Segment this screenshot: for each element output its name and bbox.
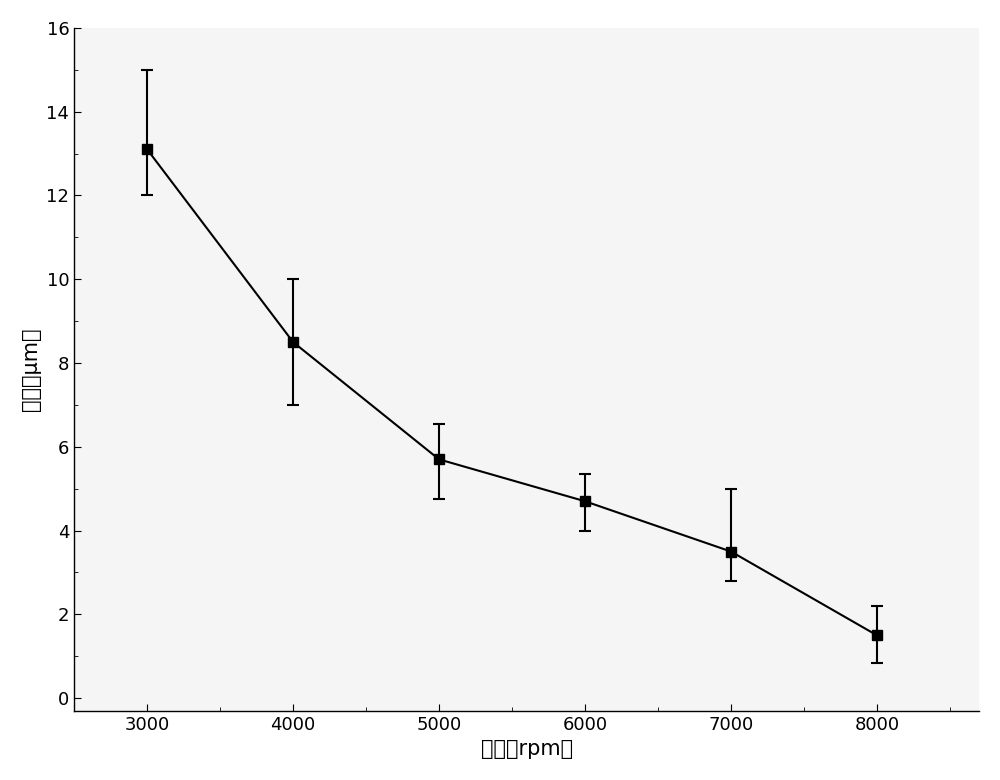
Y-axis label: 厂度（μm）: 厂度（μm） <box>21 328 41 411</box>
X-axis label: 转速（rpm）: 转速（rpm） <box>481 739 573 759</box>
